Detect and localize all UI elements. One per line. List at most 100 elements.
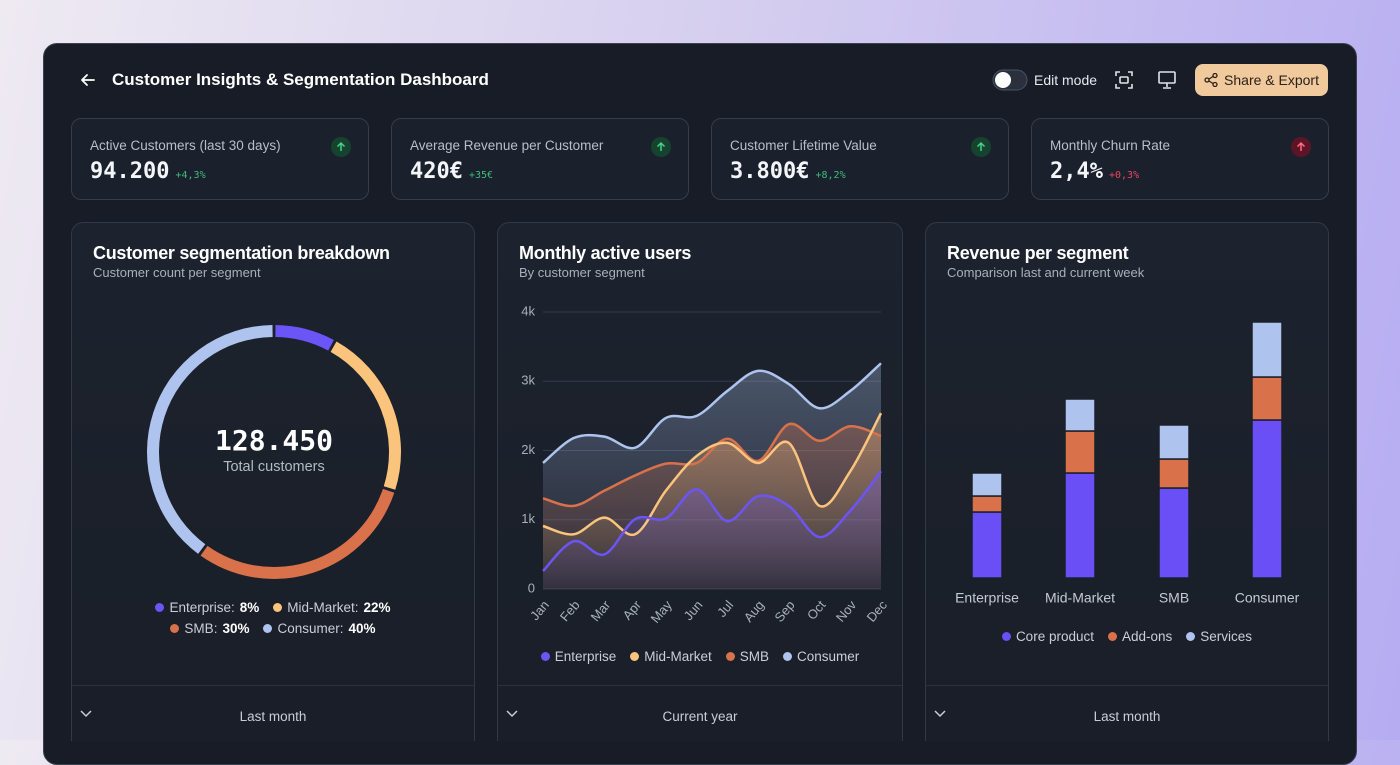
legend-item: Add-ons: [1107, 629, 1172, 644]
legend-label: SMB: [184, 621, 217, 636]
chart: 0 1k 2k 3k 4k Jan Feb Mar Apr May Jun Jul Aug Sep Oct N…: [521, 303, 891, 626]
fullscreen-button[interactable]: [1114, 70, 1134, 90]
area-shade: [543, 471, 881, 589]
filter-label: Current year: [662, 709, 738, 724]
legend-label: Services: [1200, 629, 1253, 644]
legend-swatch: [540, 652, 550, 661]
revenue-card: Revenue per segment Comparison last and c…: [925, 222, 1329, 741]
kpi-value-row: 2,4% +0,3%: [1050, 159, 1139, 184]
chevron-path: [80, 710, 92, 718]
kpi-change: +4,3%: [175, 170, 206, 181]
legend-label: Mid-Market: [287, 600, 358, 615]
legend-item: Mid-Market 22%: [273, 600, 391, 615]
legend-label: Mid-Market: [644, 649, 712, 664]
bar-segment: [1251, 321, 1283, 378]
donut-segment: [275, 325, 334, 351]
x-tick-label: Apr: [620, 597, 645, 623]
share-icon: [1204, 73, 1218, 87]
donut-total-label: Total customers: [223, 459, 325, 475]
back-button[interactable]: [79, 71, 97, 89]
x-tick-label: Oct: [804, 597, 829, 622]
legend-label: SMB: [739, 649, 770, 664]
donut-segment: [200, 488, 395, 579]
kpi-change: +0,3%: [1108, 170, 1140, 181]
series-line: [542, 422, 882, 508]
kpi-trend-icon: [971, 137, 991, 157]
legend-swatch: [630, 652, 640, 661]
legend-swatch: [783, 652, 793, 661]
bar-segment: [1064, 430, 1096, 474]
x-tick-label: Aug: [741, 597, 767, 624]
kpi-card: Active Customers (last 30 days) 94.200 +4,…: [71, 118, 369, 200]
y-tick-label: 4k: [521, 303, 535, 318]
legend-swatch: [170, 624, 180, 633]
legend-label: Consumer: [797, 649, 860, 664]
chart: Enterprise Mid-Market SMB Consumer: [955, 321, 1300, 606]
kpi-label: Monthly Churn Rate: [1050, 138, 1171, 153]
bar-segment: [1158, 458, 1190, 489]
chart-subtitle: Comparison last and current week: [947, 265, 1145, 280]
chart-title: Customer segmentation breakdown: [93, 243, 390, 263]
legend-label: Enterprise: [554, 649, 617, 664]
kpi-value: 94.200: [90, 159, 170, 184]
bar-segment: [1064, 398, 1096, 432]
legend-swatch: [725, 652, 735, 661]
divider: [926, 685, 1328, 686]
legend-swatch: [1001, 632, 1011, 641]
kpi-label: Customer Lifetime Value: [730, 138, 877, 153]
legend-label: Core product: [1015, 629, 1094, 644]
kpi-value: 3.800€: [730, 159, 810, 184]
bar-segment: [1064, 472, 1096, 579]
filter-dropdown[interactable]: Current year: [498, 709, 902, 724]
x-tick-label: SMB: [1159, 590, 1189, 606]
legend-item: Consumer: [783, 649, 859, 664]
share-export-button[interactable]: Share & Export: [1195, 64, 1328, 96]
series-line: [542, 470, 882, 572]
legend-item: SMB 30%: [170, 621, 249, 636]
bar-segment: [1251, 376, 1283, 421]
filter-dropdown[interactable]: Last month: [926, 709, 1328, 724]
chevron-path: [506, 710, 518, 718]
kpi-trend-icon: [1291, 137, 1311, 157]
divider: [72, 685, 474, 686]
legend-swatch: [1107, 632, 1117, 641]
x-tick-label: Sep: [771, 597, 797, 624]
legend: Enterprise 8% Mid-Market 22% SMB 30% Consumer 4…: [142, 600, 404, 636]
page: Customer Insights & Segmentation Dashboa…: [0, 0, 1400, 740]
legend-item: Consumer 40%: [263, 621, 376, 636]
chart: 128.450 Total customers: [147, 325, 401, 579]
divider: [498, 685, 902, 686]
kpi-change: +35€: [468, 170, 494, 181]
series-line: [542, 362, 882, 464]
donut-segment: [147, 325, 273, 554]
kpi-card: Monthly Churn Rate 2,4% +0,3%: [1031, 118, 1329, 200]
legend-item: SMB: [725, 649, 770, 664]
legend-item: Services: [1186, 629, 1252, 644]
kpi-card: Customer Lifetime Value 3.800€ +8,2%: [711, 118, 1009, 200]
kpi-label: Active Customers (last 30 days): [90, 138, 281, 153]
legend-swatch: [1186, 632, 1196, 641]
x-tick-label: Enterprise: [955, 590, 1019, 606]
x-tick-label: Consumer: [1235, 590, 1300, 606]
edit-toggle[interactable]: [992, 69, 1028, 91]
chevron: [80, 710, 92, 718]
legend-item: Enterprise 8%: [155, 600, 259, 615]
filter-dropdown[interactable]: Last month: [72, 709, 474, 724]
filter-label: Last month: [239, 709, 307, 724]
page-title: Customer Insights & Segmentation Dashboa…: [112, 70, 489, 89]
y-tick-label: 3k: [521, 373, 535, 388]
kpi-value-row: 94.200 +4,3%: [90, 159, 206, 184]
donut-segment: [330, 341, 401, 490]
x-tick-label: Nov: [833, 597, 860, 625]
x-tick-label: Dec: [864, 597, 891, 625]
bar-segment: [1251, 419, 1283, 579]
y-tick-label: 0: [528, 580, 535, 595]
edit-mode-label: Edit mode: [1034, 72, 1098, 88]
trend-arrow: [1296, 141, 1306, 151]
present-button[interactable]: [1157, 70, 1177, 90]
legend-label: Consumer: [277, 621, 343, 636]
arrow: [1296, 141, 1306, 151]
x-tick-label: Mar: [588, 597, 614, 624]
arrow: [656, 141, 666, 151]
legend-item: Core product: [1001, 629, 1094, 644]
